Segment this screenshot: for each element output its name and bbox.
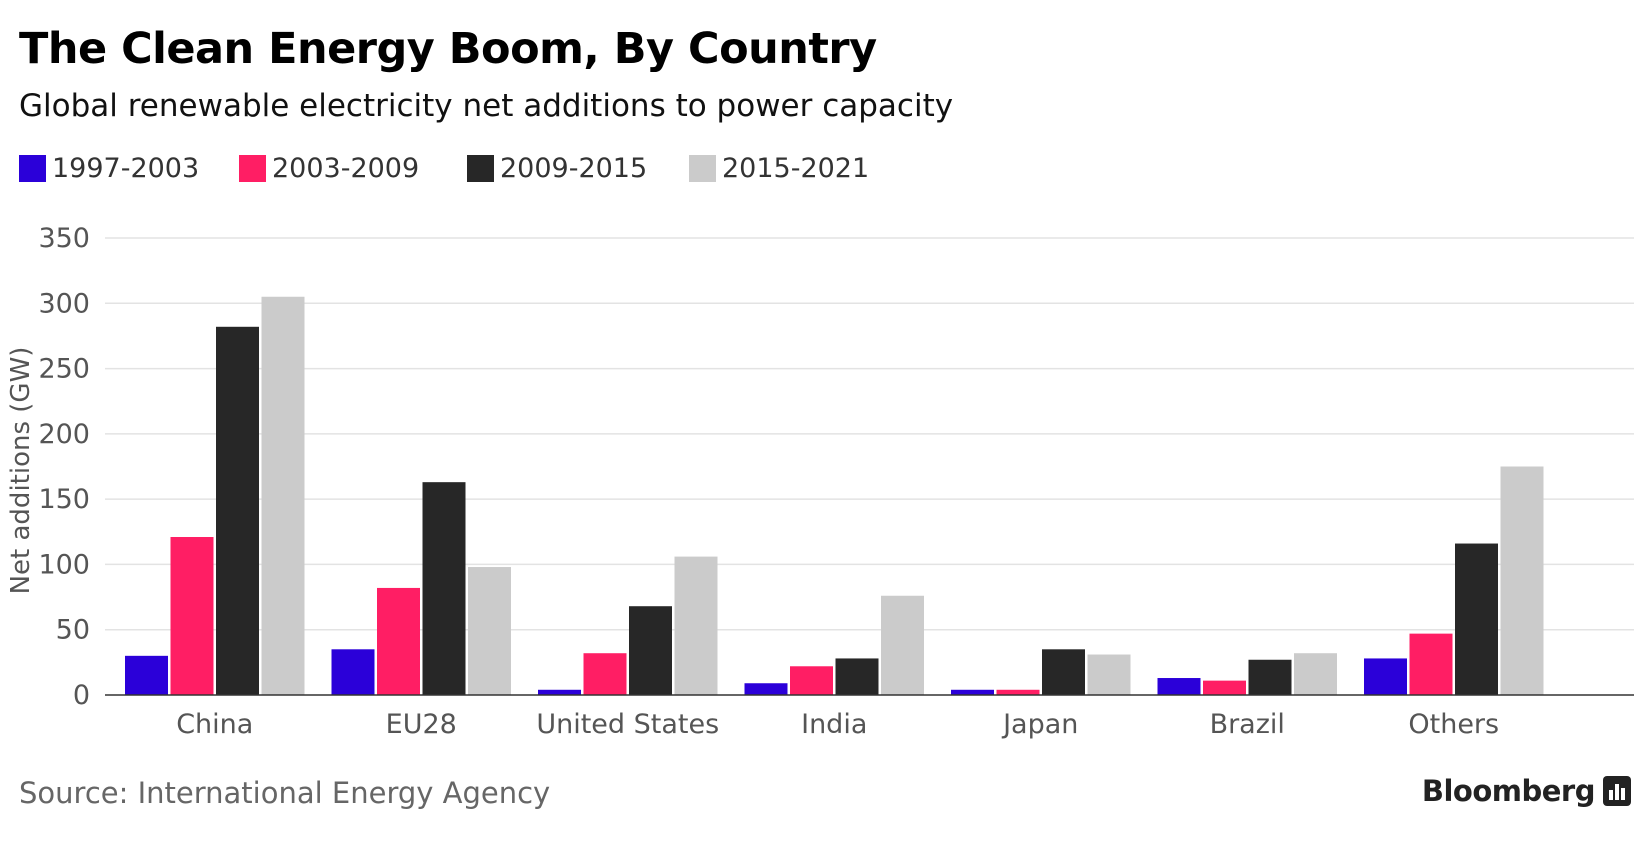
bar-2009-2015-others	[1455, 543, 1498, 695]
y-tick-label: 250	[38, 354, 90, 385]
brand-logo: Bloomberg	[1422, 774, 1631, 808]
bar-2009-2015-brazil	[1248, 659, 1292, 695]
x-tick-label: EU28	[386, 709, 457, 740]
legend-label: 2015-2021	[722, 152, 870, 184]
bar-2015-2021-brazil	[1294, 653, 1337, 695]
bar-2009-2015-china	[216, 326, 259, 695]
legend-swatch	[467, 154, 494, 182]
x-tick-label: Others	[1408, 709, 1499, 740]
legend-item: 2015-2021	[689, 150, 869, 186]
bar-2009-2015-eu28	[422, 482, 466, 695]
legend-swatch	[19, 154, 46, 182]
y-tick-label: 100	[38, 549, 90, 580]
bar-2003-2009-india	[790, 666, 833, 695]
bar-2015-2021-others	[1500, 466, 1544, 695]
bar-2003-2009-united-states	[583, 653, 627, 695]
bar-1997-2003-china	[125, 655, 168, 695]
legend-label: 1997-2003	[52, 152, 200, 184]
bar-chart: 0 50 100 150 200 250 300 350 Net additions (GW) C…	[6, 223, 1634, 740]
legend-item: 2009-2015	[467, 150, 647, 186]
source-note: Source: International Energy Agency	[19, 776, 551, 810]
y-tick-label: 150	[38, 484, 90, 515]
x-tick-label: United States	[536, 709, 719, 740]
bar-2015-2021-united-states	[674, 556, 718, 695]
bar-2015-2021-china	[261, 296, 305, 695]
y-tick-label: 50	[56, 615, 90, 646]
y-tick-label: 350	[38, 223, 90, 254]
y-tick-label: 200	[38, 419, 90, 450]
y-tick-label: 0	[73, 680, 90, 711]
bar-2003-2009-others	[1409, 633, 1453, 695]
bar-2015-2021-japan	[1087, 654, 1131, 695]
bar-2009-2015-united-states	[629, 606, 672, 695]
chart-subtitle: Global renewable electricity net additio…	[19, 88, 954, 124]
bar-1997-2003-japan	[951, 689, 994, 695]
bar-2003-2009-japan	[996, 689, 1040, 695]
x-tick-label: Japan	[1001, 709, 1078, 740]
legend-swatch	[689, 154, 716, 182]
x-tick-label: Brazil	[1210, 709, 1285, 740]
y-tick-label: 300	[38, 288, 90, 319]
bar-2003-2009-china	[170, 537, 214, 695]
bar-1997-2003-india	[744, 683, 788, 695]
bar-1997-2003-united-states	[538, 689, 581, 695]
legend-label: 2003-2009	[272, 152, 420, 184]
legend-item: 2003-2009	[239, 150, 419, 186]
chart-title: The Clean Energy Boom, By Country	[19, 24, 877, 74]
bar-2003-2009-brazil	[1203, 680, 1246, 695]
x-tick-label: India	[801, 709, 867, 740]
x-tick-label: China	[176, 709, 253, 740]
bar-2015-2021-eu28	[468, 567, 511, 695]
y-axis-label: Net additions (GW)	[6, 347, 36, 595]
legend-item: 1997-2003	[19, 150, 199, 186]
brand-name: Bloomberg	[1421, 774, 1596, 808]
legend-label: 2009-2015	[500, 152, 648, 184]
bar-2009-2015-japan	[1042, 649, 1085, 695]
legend-swatch	[239, 154, 266, 182]
bar-2015-2021-india	[881, 595, 924, 695]
bloomberg-terminal-icon	[1603, 776, 1631, 806]
bar-1997-2003-others	[1364, 658, 1407, 695]
bar-2003-2009-eu28	[377, 587, 420, 695]
bar-2009-2015-india	[835, 658, 879, 695]
bar-1997-2003-eu28	[331, 649, 375, 695]
bar-1997-2003-brazil	[1157, 678, 1201, 695]
